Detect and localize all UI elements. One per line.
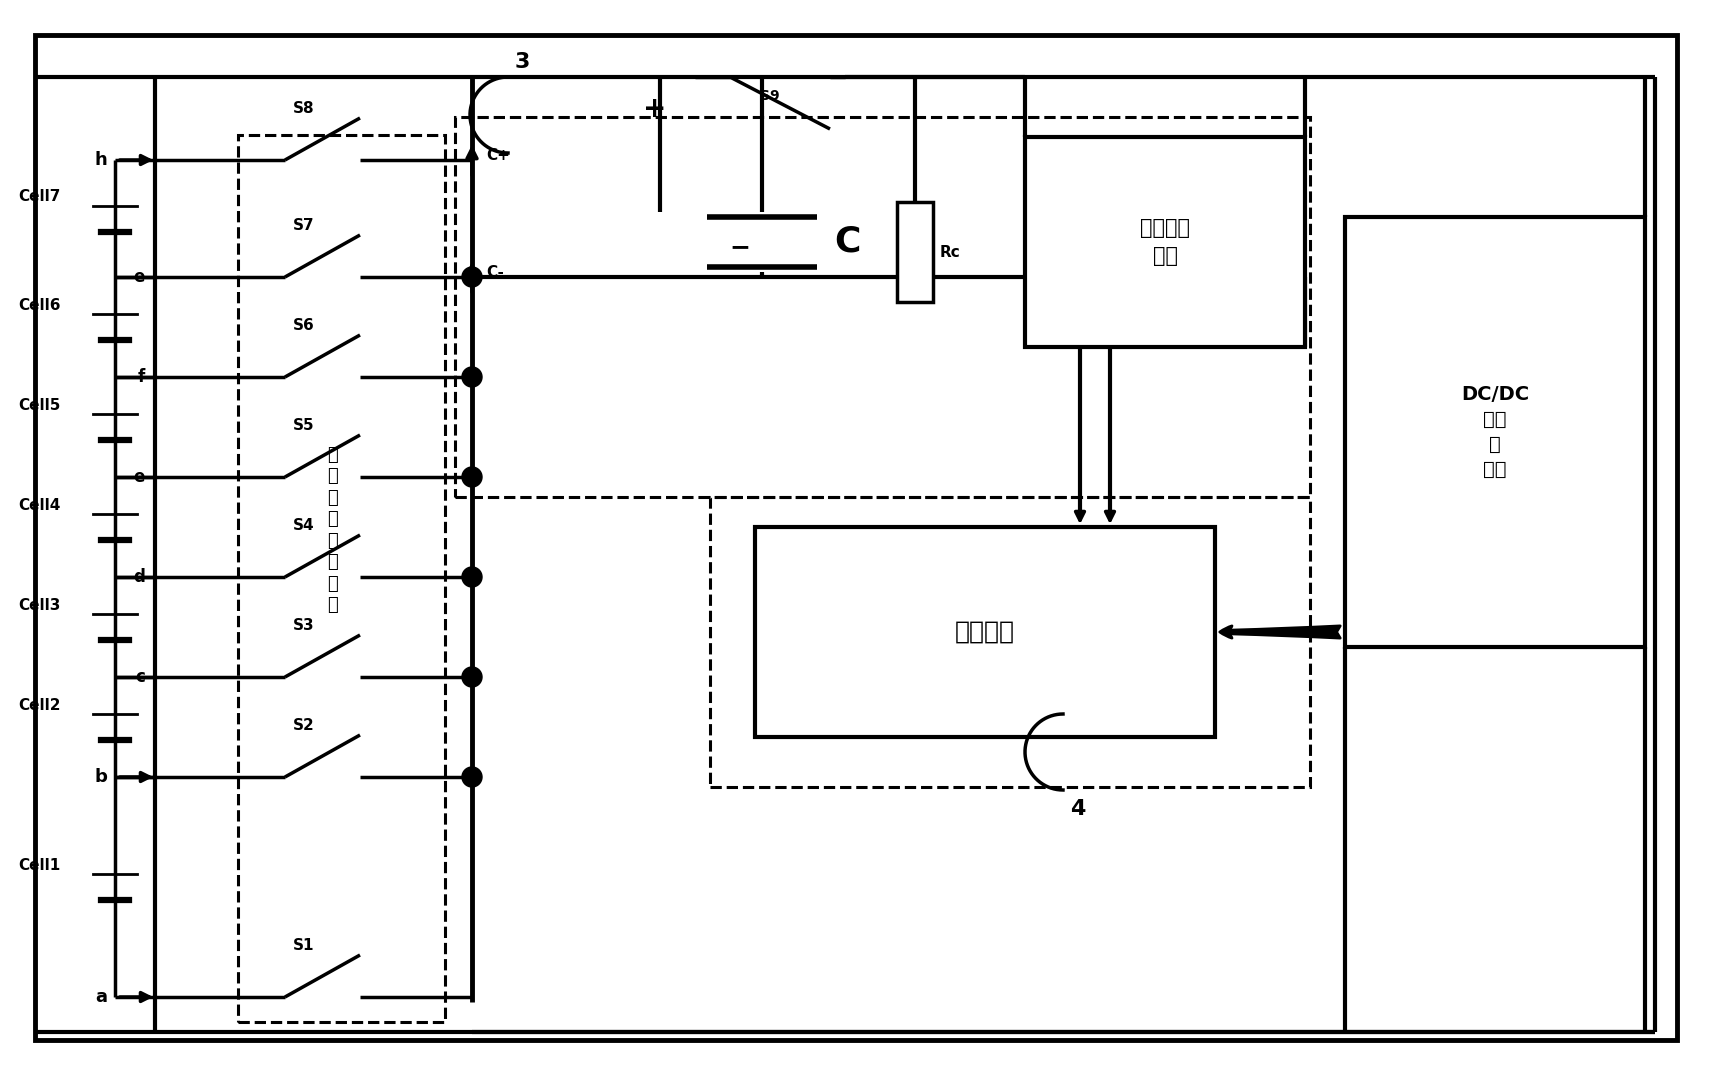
Text: c: c	[135, 668, 146, 686]
Text: S7: S7	[293, 218, 314, 233]
Text: Cell5: Cell5	[17, 398, 60, 413]
Text: d: d	[134, 568, 146, 586]
Text: DC/DC
电源
转
换器: DC/DC 电源 转 换器	[1460, 385, 1529, 479]
Text: Cell6: Cell6	[17, 298, 60, 313]
Text: e: e	[134, 268, 146, 286]
Text: b: b	[94, 768, 106, 786]
Bar	[754, 527, 1214, 738]
Text: +: +	[643, 95, 667, 123]
Text: S9: S9	[759, 89, 780, 103]
Bar	[454, 117, 1309, 497]
Text: C+: C+	[485, 148, 509, 163]
Text: 可控稳压
模块: 可控稳压 模块	[1140, 218, 1190, 266]
Text: Cell1: Cell1	[17, 858, 60, 873]
Bar	[238, 135, 444, 1022]
Circle shape	[461, 667, 482, 687]
Text: S2: S2	[293, 718, 315, 733]
Text: S1: S1	[293, 938, 314, 953]
Text: Cell7: Cell7	[17, 189, 60, 204]
Text: 可
控
开
关
阵
列
模
组: 可 控 开 关 阵 列 模 组	[326, 446, 338, 614]
Text: 3: 3	[514, 53, 530, 72]
Circle shape	[461, 267, 482, 287]
Bar	[1344, 217, 1644, 647]
Text: h: h	[94, 151, 106, 169]
Circle shape	[461, 367, 482, 387]
Circle shape	[461, 567, 482, 587]
Text: 4: 4	[1070, 799, 1085, 819]
Bar	[710, 497, 1309, 787]
Text: S3: S3	[293, 617, 314, 632]
Text: 车载电源: 车载电源	[955, 620, 1015, 644]
Text: f: f	[137, 368, 146, 386]
Text: e: e	[134, 468, 146, 486]
Text: Rc: Rc	[939, 244, 960, 259]
Text: Cell2: Cell2	[17, 698, 60, 713]
Circle shape	[461, 467, 482, 487]
Bar	[896, 202, 932, 302]
Text: S8: S8	[293, 101, 314, 116]
Text: S5: S5	[293, 418, 314, 433]
Text: C-: C-	[485, 265, 504, 280]
Text: Cell3: Cell3	[17, 597, 60, 612]
Text: S4: S4	[293, 518, 314, 533]
Text: S6: S6	[293, 318, 315, 333]
Text: a: a	[94, 988, 106, 1006]
Bar	[1025, 137, 1304, 347]
Text: Cell4: Cell4	[17, 497, 60, 512]
Text: C: C	[833, 225, 860, 259]
Text: −: −	[728, 235, 751, 259]
Circle shape	[461, 766, 482, 787]
